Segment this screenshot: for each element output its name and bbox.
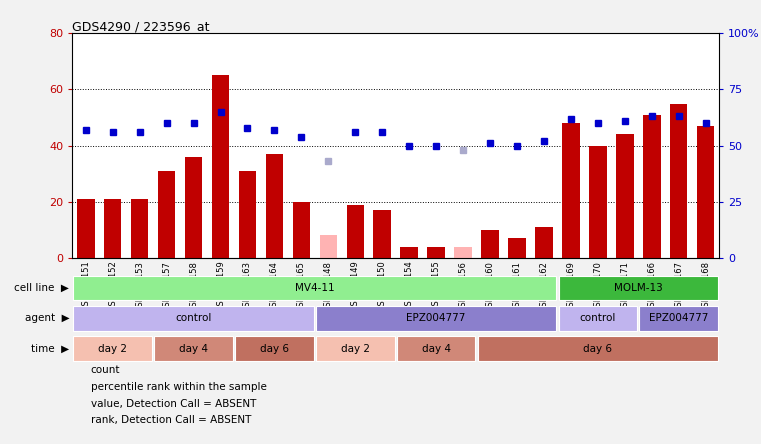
Bar [316,306,556,331]
Text: day 6: day 6 [260,344,289,353]
Bar [266,154,283,258]
Bar [239,171,256,258]
Bar [346,205,364,258]
Bar [154,336,233,361]
Text: value, Detection Call = ABSENT: value, Detection Call = ABSENT [91,399,256,408]
Bar [131,199,148,258]
Text: MOLM-13: MOLM-13 [614,283,663,293]
Bar [535,227,552,258]
Text: day 2: day 2 [98,344,127,353]
Text: percentile rank within the sample: percentile rank within the sample [91,382,266,392]
Bar [670,103,687,258]
Bar [616,135,634,258]
Bar [589,146,607,258]
Bar [481,230,498,258]
Bar [374,210,391,258]
Bar [559,276,718,301]
Bar [643,115,661,258]
Bar [235,336,314,361]
Bar [73,336,152,361]
Bar [73,276,556,301]
Bar [396,336,476,361]
Text: day 2: day 2 [341,344,370,353]
Bar [293,202,310,258]
Bar [697,126,715,258]
Bar [454,247,472,258]
Text: day 4: day 4 [179,344,208,353]
Bar [428,247,445,258]
Text: GDS4290 / 223596_at: GDS4290 / 223596_at [72,20,210,33]
Text: day 6: day 6 [584,344,613,353]
Text: time  ▶: time ▶ [31,344,69,353]
Bar [77,199,94,258]
Text: day 4: day 4 [422,344,451,353]
Bar [104,199,122,258]
Text: EPZ004777: EPZ004777 [649,313,708,323]
Bar [73,306,314,331]
Text: EPZ004777: EPZ004777 [406,313,466,323]
Text: MV4-11: MV4-11 [295,283,335,293]
Text: control: control [175,313,212,323]
Text: agent  ▶: agent ▶ [24,313,69,323]
Bar [639,306,718,331]
Bar [158,171,175,258]
Text: cell line  ▶: cell line ▶ [14,283,69,293]
Text: rank, Detection Call = ABSENT: rank, Detection Call = ABSENT [91,416,251,425]
Bar [562,123,580,258]
Bar [212,75,229,258]
Text: count: count [91,365,120,375]
Bar [478,336,718,361]
Bar [316,336,395,361]
Bar [559,306,637,331]
Bar [400,247,418,258]
Bar [185,157,202,258]
Bar [508,238,526,258]
Bar [320,235,337,258]
Text: control: control [580,313,616,323]
